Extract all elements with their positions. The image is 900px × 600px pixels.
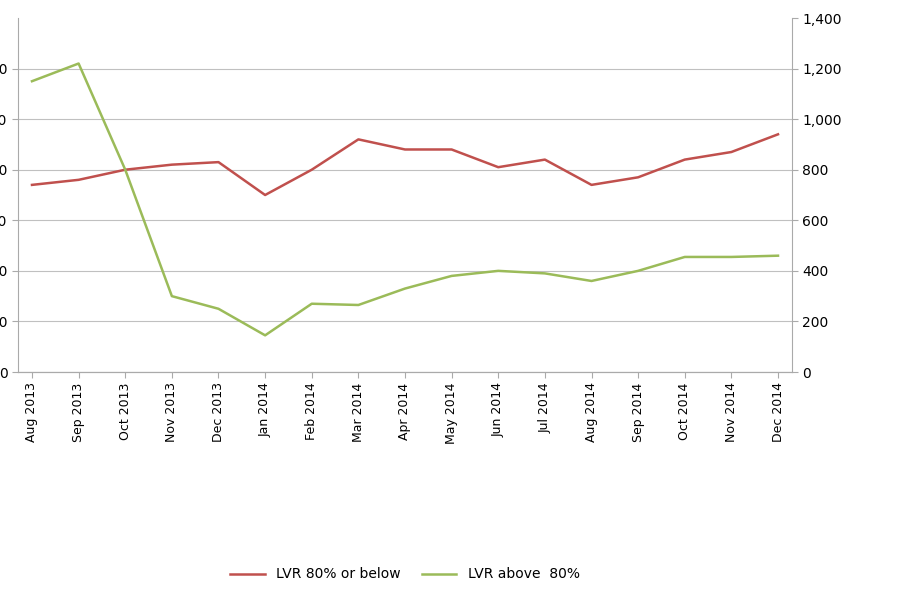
LVR above  80% <box>306 300 317 307</box>
LVR above  80% <box>260 332 271 339</box>
LVR 80% or below <box>772 131 783 138</box>
LVR above  80% <box>400 285 410 292</box>
LVR 80% or below <box>213 158 224 166</box>
LVR 80% or below <box>446 146 457 153</box>
LVR above  80% <box>726 253 737 260</box>
LVR 80% or below <box>493 164 504 171</box>
Line: LVR 80% or below: LVR 80% or below <box>32 134 778 195</box>
LVR above  80% <box>539 270 550 277</box>
LVR 80% or below <box>120 166 130 173</box>
LVR 80% or below <box>400 146 410 153</box>
LVR above  80% <box>446 272 457 280</box>
LVR 80% or below <box>73 176 84 184</box>
LVR above  80% <box>680 253 690 260</box>
LVR 80% or below <box>586 181 597 188</box>
LVR above  80% <box>213 305 224 313</box>
LVR above  80% <box>27 77 38 85</box>
LVR 80% or below <box>633 173 643 181</box>
LVR above  80% <box>586 277 597 284</box>
LVR above  80% <box>633 267 643 274</box>
LVR 80% or below <box>260 191 271 199</box>
LVR 80% or below <box>539 156 550 163</box>
LVR 80% or below <box>680 156 690 163</box>
LVR 80% or below <box>27 181 38 188</box>
LVR 80% or below <box>166 161 177 168</box>
LVR above  80% <box>73 60 84 67</box>
LVR above  80% <box>493 267 504 274</box>
LVR 80% or below <box>353 136 364 143</box>
Line: LVR above  80%: LVR above 80% <box>32 64 778 335</box>
LVR 80% or below <box>306 166 317 173</box>
LVR above  80% <box>353 301 364 308</box>
LVR above  80% <box>166 293 177 300</box>
LVR 80% or below <box>726 148 737 155</box>
LVR above  80% <box>120 166 130 173</box>
Legend: LVR 80% or below, LVR above  80%: LVR 80% or below, LVR above 80% <box>225 562 585 587</box>
LVR above  80% <box>772 252 783 259</box>
